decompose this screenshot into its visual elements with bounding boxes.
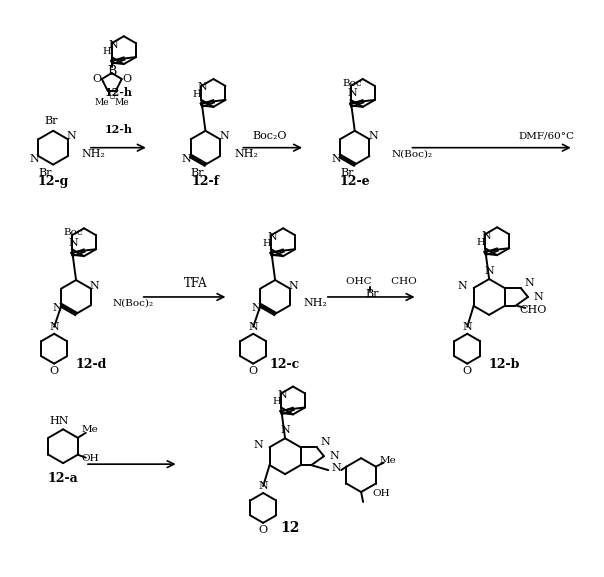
Text: Me: Me xyxy=(114,99,129,107)
Text: 12-h: 12-h xyxy=(105,124,133,135)
Text: DMF/60°C: DMF/60°C xyxy=(519,131,575,140)
Text: H: H xyxy=(103,47,111,56)
Text: N: N xyxy=(484,266,494,276)
Text: 12-b: 12-b xyxy=(489,358,520,371)
Text: N: N xyxy=(462,322,472,332)
Text: N: N xyxy=(289,280,298,290)
Text: 12-g: 12-g xyxy=(37,175,69,188)
Text: N: N xyxy=(277,390,287,400)
Text: N: N xyxy=(108,40,118,50)
Text: 12: 12 xyxy=(280,521,300,535)
Text: H: H xyxy=(272,398,281,406)
Text: Boc: Boc xyxy=(342,79,362,88)
Text: OH: OH xyxy=(81,454,98,463)
Text: ⌃: ⌃ xyxy=(109,91,114,99)
Text: 12-e: 12-e xyxy=(339,175,370,188)
Text: N: N xyxy=(219,131,229,141)
Text: O: O xyxy=(463,366,472,376)
Text: Boc₂O: Boc₂O xyxy=(253,131,288,141)
Text: Br: Br xyxy=(365,289,379,299)
Text: N: N xyxy=(67,131,77,141)
Text: Br: Br xyxy=(45,116,58,126)
Text: Br: Br xyxy=(39,167,52,178)
Text: 12-d: 12-d xyxy=(76,358,107,371)
Text: N: N xyxy=(68,238,78,248)
Text: N: N xyxy=(332,463,341,473)
Text: 12-a: 12-a xyxy=(48,471,79,485)
Text: N: N xyxy=(347,88,357,99)
Text: 12-c: 12-c xyxy=(270,358,300,371)
Text: CHO: CHO xyxy=(519,305,547,315)
Text: N: N xyxy=(53,304,62,313)
Text: N: N xyxy=(182,154,191,164)
Text: OH: OH xyxy=(372,489,390,498)
Text: Boc: Boc xyxy=(63,228,83,237)
Text: N: N xyxy=(331,154,341,164)
Text: N: N xyxy=(259,481,268,491)
Text: N: N xyxy=(50,322,59,332)
Text: O: O xyxy=(259,525,268,535)
Text: O: O xyxy=(50,366,59,376)
Text: N: N xyxy=(368,131,378,141)
Text: N: N xyxy=(330,451,339,461)
Text: Me: Me xyxy=(82,425,98,434)
Text: N: N xyxy=(254,440,263,450)
Text: N: N xyxy=(248,322,258,332)
Text: Me: Me xyxy=(94,99,109,107)
Text: Me: Me xyxy=(379,456,396,465)
Text: O: O xyxy=(92,74,101,84)
Text: N: N xyxy=(525,278,535,288)
Text: H: H xyxy=(262,239,271,248)
Text: B: B xyxy=(107,65,117,77)
Text: Br: Br xyxy=(191,167,204,178)
Text: NH₂: NH₂ xyxy=(304,298,327,309)
Text: O: O xyxy=(249,366,258,376)
Text: N: N xyxy=(481,231,491,241)
Text: N(Boc)₂: N(Boc)₂ xyxy=(112,299,154,308)
Text: HN: HN xyxy=(50,417,69,426)
Text: N: N xyxy=(268,232,277,242)
Text: N: N xyxy=(90,280,100,290)
Text: N: N xyxy=(534,292,544,302)
Text: Br: Br xyxy=(340,167,353,178)
Text: N: N xyxy=(30,154,39,164)
Text: N: N xyxy=(280,425,290,435)
Text: N: N xyxy=(458,281,467,291)
Text: TFA: TFA xyxy=(184,276,207,290)
Text: N: N xyxy=(252,304,262,313)
Text: NH₂: NH₂ xyxy=(82,149,106,159)
Text: H: H xyxy=(476,238,484,247)
Text: OHC      CHO: OHC CHO xyxy=(346,276,417,286)
Text: N(Boc)₂: N(Boc)₂ xyxy=(391,149,432,159)
Text: O: O xyxy=(122,74,131,84)
Text: H: H xyxy=(192,90,201,99)
Text: 12-h: 12-h xyxy=(105,88,133,99)
Text: NH₂: NH₂ xyxy=(234,149,258,159)
Text: N: N xyxy=(198,83,208,92)
Text: 12-f: 12-f xyxy=(191,175,219,188)
Text: N: N xyxy=(321,437,330,447)
